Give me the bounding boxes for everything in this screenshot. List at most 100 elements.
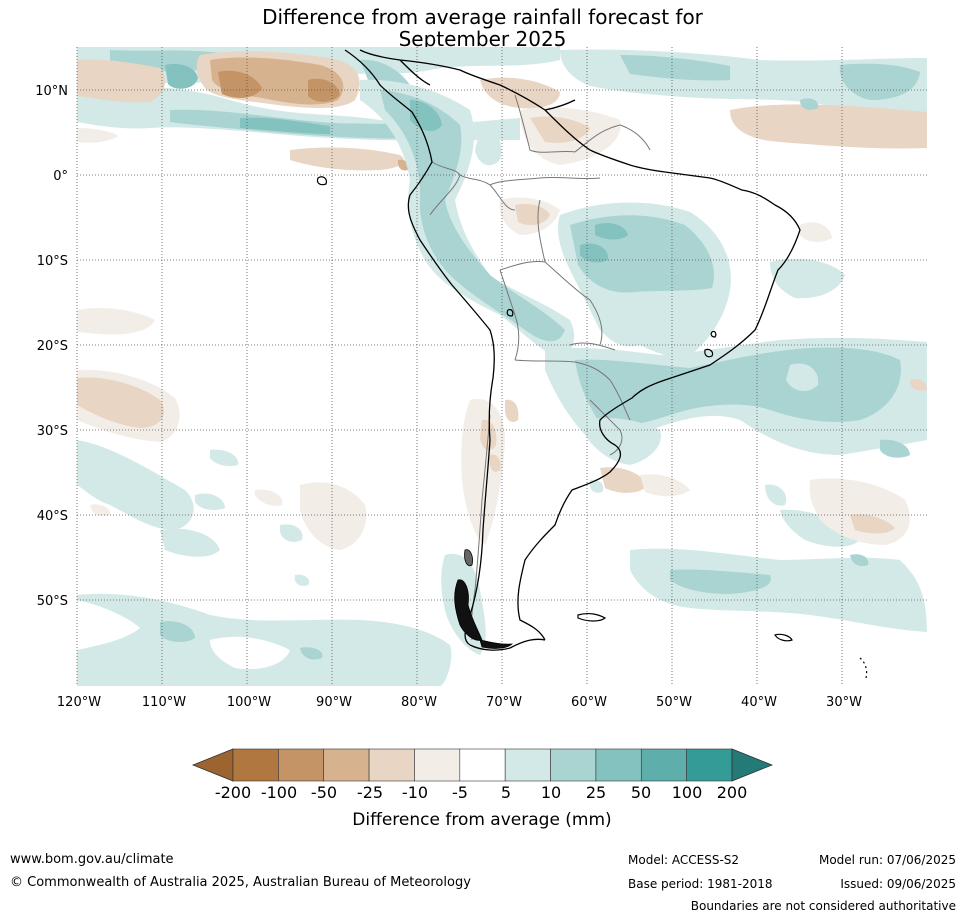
lon-label: 40°W (741, 695, 777, 710)
anomaly-region (380, 90, 565, 342)
anomaly-region (77, 440, 194, 530)
colorbar-swatch (686, 748, 733, 782)
lon-label: 110°W (142, 695, 186, 710)
anomaly-region (839, 63, 920, 100)
boundaries-disclaimer: Boundaries are not considered authoritat… (690, 899, 956, 913)
colorbar-swatch (550, 748, 597, 782)
coastlines (344, 49, 801, 651)
colorbar-swatch (414, 748, 461, 782)
colorbar-swatch (278, 748, 325, 782)
base-period: Base period: 1981-2018 (628, 877, 773, 891)
website-url[interactable]: www.bom.gov.au/climate (10, 852, 174, 867)
map-gridlines (76, 47, 927, 686)
colorbar-swatch (595, 748, 642, 782)
lon-label: 60°W (571, 695, 607, 710)
colorbar-swatch (504, 748, 551, 782)
anomaly-region (640, 474, 690, 497)
anomaly-region (210, 636, 290, 670)
anomaly-region (595, 223, 628, 240)
lat-label: 10°S (37, 254, 68, 269)
colorbar-swatch (323, 748, 370, 782)
colorbar (191, 748, 774, 782)
anomaly-region (850, 514, 895, 534)
anomaly-region (218, 70, 262, 98)
anomaly-region (670, 569, 771, 594)
anomaly-region (240, 117, 330, 134)
lon-label: 50°W (656, 695, 692, 710)
anomaly-region (505, 399, 519, 422)
anomaly-region (195, 493, 225, 510)
anomaly-region (255, 489, 283, 506)
anomaly-region (589, 479, 604, 493)
map-title-line-1: Difference from average rainfall forecas… (262, 5, 703, 29)
issued-date: Issued: 09/06/2025 (840, 877, 956, 891)
colorbar-extend-high (731, 748, 774, 782)
lon-label: 100°W (227, 695, 271, 710)
colorbar-tick: -200 (215, 783, 251, 802)
colorbar-tick: 5 (501, 783, 511, 802)
colorbar-tick: -50 (311, 783, 337, 802)
anomaly-region (77, 59, 166, 103)
lat-label: 30°S (37, 424, 68, 439)
anomaly-region (280, 524, 303, 543)
anomaly-region (770, 258, 845, 299)
anomaly-region (620, 55, 730, 81)
anomaly-region (800, 98, 819, 110)
model-run-date: Model run: 07/06/2025 (818, 853, 956, 867)
anomaly-region (290, 147, 404, 171)
anomaly-region (530, 116, 590, 143)
anomaly-region (300, 647, 323, 660)
colorbar-label: Difference from average (mm) (352, 810, 611, 830)
map-title-line-2: September 2025 (398, 27, 567, 51)
anomaly-region (77, 128, 118, 143)
lon-label: 120°W (57, 695, 101, 710)
colorbar-tick: -25 (357, 783, 383, 802)
rainfall-anomaly-field (77, 47, 927, 686)
anomaly-region (475, 129, 502, 166)
anomaly-region (786, 363, 819, 392)
anomaly-region (294, 574, 310, 586)
lon-label: 90°W (316, 695, 352, 710)
colorbar-tick: 50 (631, 783, 651, 802)
anomaly-region (489, 454, 501, 472)
anomaly-region (800, 222, 832, 242)
lat-label: 50°S (37, 594, 68, 609)
anomaly-region (880, 439, 910, 458)
anomaly-region (630, 548, 927, 632)
chile-fjords (454, 549, 514, 649)
colorbar-swatch (368, 748, 415, 782)
lat-label: 10°N (35, 84, 68, 99)
copyright-text: © Commonwealth of Australia 2025, Austra… (10, 875, 471, 890)
anomaly-region (300, 482, 367, 550)
anomaly-region (765, 484, 787, 506)
colorbar-tick: 200 (717, 783, 748, 802)
colorbar-tick: 25 (586, 783, 606, 802)
colorbar-tick: -5 (452, 783, 468, 802)
lon-label: 30°W (826, 695, 862, 710)
anomaly-region (730, 104, 927, 149)
colorbar-tick: 100 (672, 783, 703, 802)
lon-label: 80°W (401, 695, 437, 710)
anomaly-region (77, 600, 140, 650)
anomaly-region (850, 554, 869, 567)
anomaly-region (90, 504, 111, 517)
anomaly-region (910, 379, 927, 391)
anomaly-region (515, 204, 550, 226)
colorbar-tick: -100 (261, 783, 297, 802)
latitude-labels: 10°N 0° 10°S 20°S 30°S 40°S 50°S (35, 84, 68, 609)
colorbar-tick: 10 (541, 783, 561, 802)
anomaly-region (780, 509, 860, 547)
colorbar-swatch (232, 748, 279, 782)
anomaly-region (600, 467, 648, 493)
longitude-labels: 120°W 110°W 100°W 90°W 80°W 70°W 60°W 50… (57, 695, 862, 710)
anomaly-region (77, 593, 452, 686)
anomaly-region (77, 308, 155, 335)
lat-label: 40°S (37, 509, 68, 524)
anomaly-region (77, 377, 164, 428)
lat-label: 0° (53, 169, 68, 184)
lon-label: 70°W (486, 695, 522, 710)
country-borders (429, 94, 651, 641)
colorbar-extend-low (191, 748, 234, 782)
